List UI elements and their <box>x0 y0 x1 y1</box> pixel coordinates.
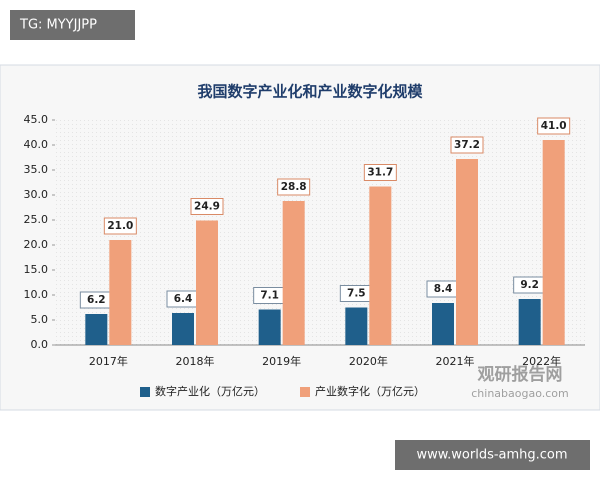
data-label: 41.0 <box>541 120 567 132</box>
data-label: 31.7 <box>367 167 393 179</box>
x-tick-label: 2018年 <box>176 354 215 368</box>
badge-text: www.worlds-amhg.com <box>416 448 567 463</box>
data-label: 7.1 <box>260 290 279 302</box>
bar <box>432 303 454 345</box>
y-tick-label: 25.0 <box>24 213 49 226</box>
badge <box>395 440 590 470</box>
data-label: 21.0 <box>107 220 133 232</box>
legend-swatch <box>300 387 310 397</box>
data-label: 9.2 <box>520 279 539 291</box>
data-label-box <box>363 164 397 181</box>
y-tick-label: 5.0 <box>31 313 49 326</box>
bar <box>172 313 194 345</box>
bar <box>369 186 392 345</box>
x-tick-label: 2021年 <box>436 354 475 368</box>
data-label: 6.4 <box>174 293 193 305</box>
y-tick-label: 40.0 <box>24 138 49 151</box>
x-tick-label: 2020年 <box>349 354 388 368</box>
y-tick-label: 10.0 <box>24 288 49 301</box>
badge <box>10 10 135 40</box>
legend-label: 数字产业化（万亿元） <box>155 384 265 398</box>
legend-label: 产业数字化（万亿元） <box>315 384 425 398</box>
bar <box>196 220 218 345</box>
y-tick-label: 15.0 <box>24 263 49 276</box>
data-label: 6.2 <box>87 294 106 306</box>
bar <box>518 299 541 345</box>
data-label-box <box>103 217 137 235</box>
bar <box>542 140 565 345</box>
watermark: 观研报告网 <box>477 364 563 385</box>
legend-swatch <box>140 387 150 397</box>
bar <box>109 240 132 345</box>
y-tick-label: 45.0 <box>24 113 49 126</box>
plot-area <box>55 120 585 345</box>
y-tick-label: 30.0 <box>24 188 49 201</box>
data-label-box <box>190 198 224 215</box>
x-tick-label: 2022年 <box>522 354 561 368</box>
badge-text: TG: MYYJJPP <box>19 18 97 33</box>
data-label-box <box>537 117 571 135</box>
bar <box>345 307 368 345</box>
x-tick-label: 2017年 <box>89 354 128 368</box>
chart-title: 我国数字产业化和产业数字化规模 <box>197 83 423 101</box>
bar <box>456 159 478 345</box>
bar <box>258 309 281 345</box>
data-label: 7.5 <box>347 288 366 300</box>
data-label: 24.9 <box>194 201 220 213</box>
data-label-box <box>450 136 484 154</box>
y-tick-label: 20.0 <box>24 238 49 251</box>
x-tick-label: 2019年 <box>262 354 301 368</box>
y-tick-label: 35.0 <box>24 163 49 176</box>
bar <box>85 314 108 345</box>
data-label: 8.4 <box>434 283 453 295</box>
bar <box>282 201 305 345</box>
data-label-box <box>277 178 311 196</box>
watermark: chinabaogao.com <box>471 387 569 400</box>
y-tick-label: 0.0 <box>31 338 49 351</box>
data-label: 37.2 <box>454 139 480 151</box>
data-label: 28.8 <box>281 181 307 193</box>
